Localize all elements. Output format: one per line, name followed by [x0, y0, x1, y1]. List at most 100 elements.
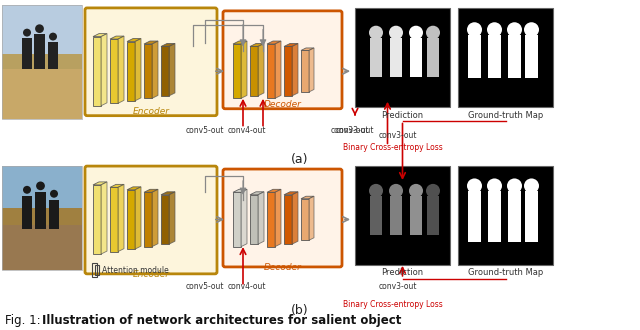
Bar — [427, 196, 439, 235]
Polygon shape — [110, 39, 118, 103]
Polygon shape — [161, 195, 169, 244]
Polygon shape — [118, 184, 124, 251]
Circle shape — [467, 22, 482, 37]
Text: Decoder: Decoder — [264, 100, 301, 109]
Bar — [525, 191, 538, 242]
Polygon shape — [144, 189, 158, 192]
Text: Illustration of network architectures for salient object: Illustration of network architectures fo… — [42, 314, 401, 327]
Bar — [370, 38, 382, 77]
Polygon shape — [101, 34, 107, 106]
Text: Ground-truth Map: Ground-truth Map — [468, 111, 543, 120]
Polygon shape — [284, 47, 292, 96]
Circle shape — [507, 179, 522, 193]
Polygon shape — [301, 50, 309, 92]
Polygon shape — [233, 192, 241, 247]
Text: (a): (a) — [291, 153, 308, 166]
Circle shape — [389, 184, 403, 198]
Polygon shape — [292, 192, 298, 244]
Polygon shape — [110, 187, 118, 251]
Circle shape — [524, 22, 539, 37]
Polygon shape — [233, 189, 247, 192]
Polygon shape — [301, 48, 314, 50]
Text: conv3-out: conv3-out — [336, 125, 374, 135]
Bar — [2, 166, 82, 220]
Circle shape — [426, 184, 440, 198]
Polygon shape — [258, 192, 264, 244]
Bar — [22, 38, 32, 69]
Polygon shape — [258, 44, 264, 96]
Polygon shape — [118, 36, 124, 103]
Bar — [390, 196, 402, 235]
Circle shape — [389, 26, 403, 40]
Circle shape — [369, 26, 383, 40]
Polygon shape — [135, 187, 141, 249]
Polygon shape — [301, 199, 309, 240]
Polygon shape — [127, 42, 135, 101]
Polygon shape — [110, 36, 124, 39]
Bar — [2, 166, 82, 270]
Bar — [2, 64, 82, 118]
Polygon shape — [284, 192, 298, 195]
Text: Ground-truth Map: Ground-truth Map — [468, 268, 543, 277]
Bar — [35, 192, 46, 229]
Polygon shape — [267, 41, 281, 44]
Polygon shape — [250, 192, 264, 195]
Bar — [92, 263, 97, 277]
Text: conv4-out: conv4-out — [228, 282, 266, 291]
Text: conv3-out: conv3-out — [378, 282, 417, 291]
Polygon shape — [284, 195, 292, 244]
Text: Attention module: Attention module — [102, 266, 169, 275]
FancyBboxPatch shape — [85, 166, 217, 274]
Text: (b): (b) — [291, 305, 309, 317]
Bar — [458, 166, 553, 265]
Circle shape — [507, 22, 522, 37]
Bar — [488, 191, 501, 242]
Circle shape — [36, 182, 45, 190]
Polygon shape — [127, 39, 141, 42]
Circle shape — [23, 186, 31, 194]
Polygon shape — [250, 44, 264, 47]
Polygon shape — [144, 192, 152, 247]
Text: Prediction: Prediction — [381, 268, 424, 277]
Text: Encoder: Encoder — [132, 270, 170, 279]
Polygon shape — [127, 190, 135, 249]
Bar — [410, 196, 422, 235]
Circle shape — [50, 190, 58, 198]
Polygon shape — [161, 44, 175, 47]
Polygon shape — [93, 34, 107, 37]
Circle shape — [23, 29, 31, 37]
Polygon shape — [309, 48, 314, 92]
Polygon shape — [267, 192, 275, 247]
Polygon shape — [267, 44, 275, 98]
Polygon shape — [161, 47, 169, 96]
Bar — [525, 35, 538, 78]
Polygon shape — [169, 44, 175, 96]
Polygon shape — [309, 196, 314, 240]
Polygon shape — [93, 37, 101, 106]
Bar — [34, 34, 45, 69]
Polygon shape — [275, 189, 281, 247]
Polygon shape — [250, 47, 258, 96]
Bar — [355, 8, 450, 107]
Circle shape — [409, 184, 423, 198]
Text: Binary Cross-entropy Loss: Binary Cross-entropy Loss — [342, 300, 442, 309]
Bar — [488, 35, 501, 78]
FancyBboxPatch shape — [223, 169, 342, 267]
Bar — [390, 38, 402, 77]
Text: Prediction: Prediction — [381, 111, 424, 120]
Text: Encoder: Encoder — [132, 107, 170, 116]
Polygon shape — [93, 182, 107, 185]
Polygon shape — [93, 185, 101, 254]
Text: conv3-out: conv3-out — [378, 131, 417, 141]
Circle shape — [369, 184, 383, 198]
Bar — [410, 38, 422, 77]
Polygon shape — [135, 39, 141, 101]
Polygon shape — [110, 184, 124, 187]
Circle shape — [487, 22, 502, 37]
Polygon shape — [233, 44, 241, 98]
Text: conv5-out: conv5-out — [186, 282, 224, 291]
Polygon shape — [284, 44, 298, 47]
Bar — [2, 5, 82, 118]
Polygon shape — [275, 41, 281, 98]
Bar — [355, 166, 450, 265]
